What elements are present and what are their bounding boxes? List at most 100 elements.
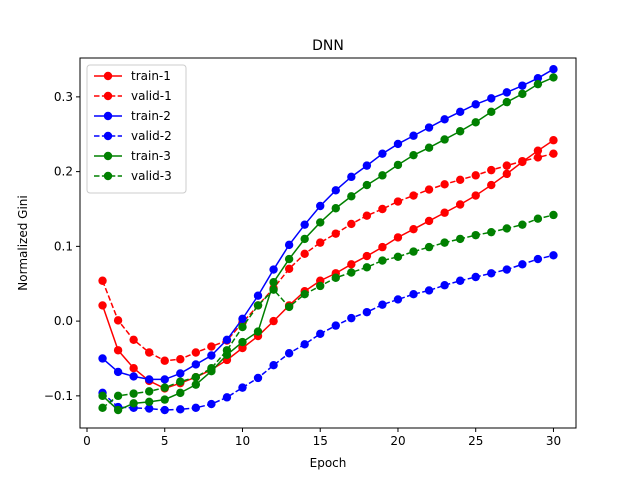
legend-label: valid-1: [131, 89, 172, 103]
data-point: [98, 391, 107, 401]
y-tick-label: 0.3: [54, 90, 73, 104]
x-tick-label: 15: [313, 434, 328, 448]
data-point: [424, 286, 434, 295]
data-point: [331, 229, 340, 238]
data-point: [549, 210, 558, 220]
data-point: [487, 269, 496, 278]
data-point: [393, 252, 403, 262]
data-point: [502, 88, 512, 97]
data-point: [347, 172, 356, 182]
data-point: [331, 186, 340, 195]
data-point: [471, 118, 480, 127]
data-point: [440, 115, 449, 124]
data-point: [284, 264, 294, 273]
data-point: [160, 395, 169, 404]
data-point: [144, 397, 154, 407]
data-point: [284, 349, 294, 358]
x-tick-label: 0: [83, 434, 91, 448]
data-point: [191, 372, 201, 382]
data-point: [471, 230, 480, 240]
data-point: [176, 369, 185, 378]
series-train-3: [98, 73, 558, 415]
data-point: [409, 150, 418, 160]
data-point: [455, 127, 465, 136]
data-point: [129, 389, 138, 398]
data-point: [487, 227, 496, 237]
data-point: [144, 387, 154, 396]
data-point: [409, 224, 418, 234]
data-point: [176, 405, 185, 414]
data-point: [331, 204, 340, 213]
data-point: [98, 301, 107, 310]
data-point: [409, 247, 418, 256]
data-point: [253, 301, 263, 310]
data-point: [129, 372, 138, 381]
data-point: [347, 192, 356, 201]
data-point: [393, 295, 403, 304]
y-axis-label: Normalized Gini: [16, 195, 30, 290]
chart-title: DNN: [312, 38, 344, 54]
x-tick-label: 20: [390, 434, 405, 448]
data-point: [222, 393, 232, 402]
data-point: [269, 361, 278, 370]
data-point: [518, 156, 527, 166]
data-point: [347, 219, 356, 229]
data-point: [378, 149, 387, 158]
legend-label: train-2: [131, 109, 171, 123]
legend-swatch-marker: [103, 111, 113, 121]
data-point: [113, 405, 123, 415]
data-point: [440, 238, 449, 247]
legend-swatch-marker: [103, 71, 113, 81]
data-point: [300, 290, 309, 299]
series-layer: [98, 65, 558, 415]
data-point: [144, 375, 154, 384]
data-point: [409, 131, 418, 140]
data-point: [549, 73, 558, 82]
data-point: [129, 335, 138, 344]
y-axis-ticks: −0.1 0.0 0.1 0.2 0.3: [44, 90, 80, 403]
data-point: [393, 233, 403, 242]
data-point: [502, 169, 512, 179]
legend-label: train-1: [131, 69, 171, 83]
data-point: [533, 254, 543, 264]
data-point: [238, 337, 247, 347]
data-point: [269, 316, 278, 326]
data-point: [113, 346, 123, 355]
data-point: [393, 160, 403, 170]
data-point: [378, 256, 387, 265]
data-point: [331, 321, 340, 330]
y-tick-label: −0.1: [44, 389, 73, 403]
data-point: [176, 388, 185, 398]
data-point: [424, 143, 434, 152]
data-point: [440, 135, 449, 144]
data-point: [300, 249, 309, 259]
data-point: [316, 329, 325, 339]
data-point: [238, 383, 247, 392]
data-point: [424, 216, 434, 226]
data-point: [98, 403, 107, 413]
data-point: [284, 240, 294, 250]
data-point: [424, 185, 434, 194]
data-point: [502, 224, 512, 233]
data-point: [378, 242, 387, 252]
data-point: [409, 191, 418, 200]
data-point: [113, 391, 123, 401]
data-point: [253, 373, 263, 383]
data-point: [207, 342, 216, 351]
y-tick-label: 0.0: [54, 314, 73, 328]
data-point: [129, 399, 138, 408]
x-tick-label: 5: [161, 434, 169, 448]
data-point: [362, 251, 372, 261]
plot-frame: [79, 57, 577, 429]
data-point: [300, 234, 309, 244]
data-point: [455, 234, 465, 244]
data-point: [191, 348, 201, 357]
data-point: [362, 161, 372, 170]
data-point: [191, 360, 201, 369]
data-point: [176, 377, 185, 386]
data-point: [533, 146, 543, 155]
legend: train-1 valid-1 train-2 valid-2 train-3 valid…: [86, 64, 187, 194]
data-point: [253, 327, 263, 336]
data-point: [98, 276, 107, 285]
